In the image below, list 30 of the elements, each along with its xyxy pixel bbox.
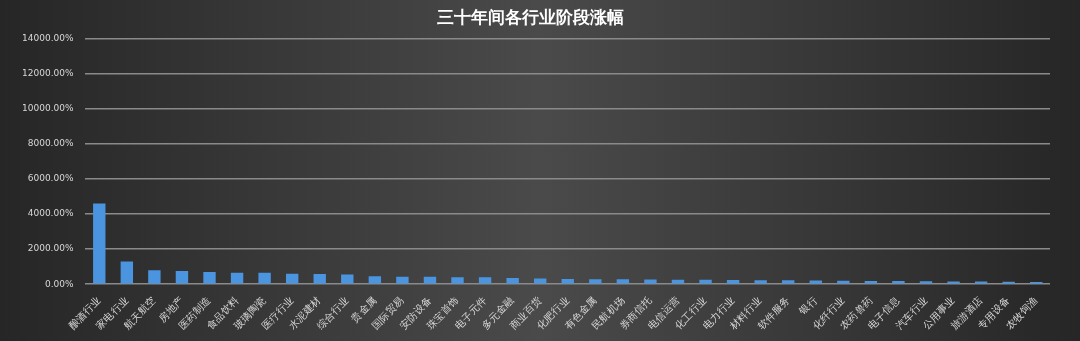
bar bbox=[258, 272, 271, 284]
y-tick-label: 10000.00% bbox=[22, 102, 74, 113]
bar bbox=[120, 261, 134, 284]
bar bbox=[754, 280, 767, 284]
bar bbox=[644, 279, 657, 284]
bar bbox=[478, 277, 492, 284]
bar bbox=[368, 276, 382, 284]
bar bbox=[396, 276, 409, 284]
bar bbox=[313, 274, 326, 284]
y-tick-label: 14000.00% bbox=[22, 32, 74, 43]
bar bbox=[451, 277, 464, 284]
bar bbox=[782, 280, 795, 284]
bar bbox=[203, 271, 216, 284]
bar bbox=[947, 281, 960, 284]
y-tick-label: 0.00% bbox=[44, 278, 74, 289]
bar bbox=[148, 270, 161, 284]
bar bbox=[506, 278, 519, 284]
bar bbox=[589, 279, 602, 284]
x-tick-label: 银行 bbox=[796, 294, 820, 318]
bar bbox=[616, 279, 630, 284]
bar bbox=[533, 278, 547, 284]
bar bbox=[230, 272, 244, 284]
y-tick-label: 12000.00% bbox=[22, 67, 74, 78]
y-tick-label: 4000.00% bbox=[27, 208, 74, 219]
y-tick-label: 6000.00% bbox=[27, 173, 74, 184]
y-tick-label: 8000.00% bbox=[27, 138, 74, 149]
bar bbox=[175, 271, 189, 284]
chart-title: 三十年间各行业阶段涨幅 bbox=[436, 6, 624, 27]
bar bbox=[93, 203, 106, 284]
y-tick-label: 2000.00% bbox=[27, 243, 74, 254]
